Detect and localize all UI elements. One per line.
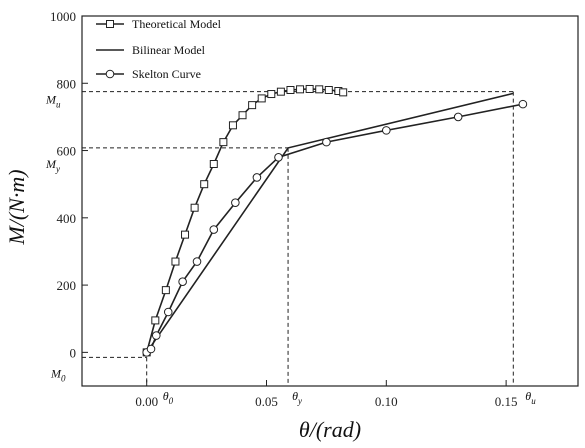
y-tick-label: 0 xyxy=(70,345,77,360)
data-point xyxy=(163,307,173,317)
data-point xyxy=(322,137,331,147)
theta-label-subscript: u xyxy=(531,396,536,406)
y-tick-label: 600 xyxy=(57,144,77,159)
theta-label-letter: θ xyxy=(292,389,298,403)
legend-label: Skelton Curve xyxy=(132,67,201,81)
reference-label: Mu xyxy=(45,93,61,110)
theta-label-subscript: 0 xyxy=(169,396,174,406)
data-point xyxy=(276,87,285,96)
x-tick-label: 0.05 xyxy=(255,394,278,409)
data-point xyxy=(286,86,295,94)
data-point xyxy=(339,88,348,97)
reference-label-subscript: 0 xyxy=(61,373,66,383)
data-point xyxy=(181,230,190,239)
data-point xyxy=(178,277,187,287)
data-point xyxy=(315,85,324,94)
data-point xyxy=(190,203,199,212)
series-line xyxy=(146,103,524,354)
data-point xyxy=(248,101,257,110)
data-point xyxy=(228,121,237,130)
series-bilinear-model xyxy=(146,92,514,353)
data-point xyxy=(518,99,528,109)
reference-label-letter: M xyxy=(50,366,62,380)
data-point xyxy=(192,257,202,266)
legend-item: Bilinear Model xyxy=(96,43,206,57)
reference-label-subscript: y xyxy=(55,164,60,174)
data-point xyxy=(238,111,247,120)
y-tick-label: 1000 xyxy=(50,9,76,24)
reference-lines xyxy=(82,91,514,386)
data-point xyxy=(231,198,240,207)
y-tick-label: 400 xyxy=(57,211,77,226)
y-tick-label: 200 xyxy=(57,278,77,293)
data-point xyxy=(274,152,283,162)
series-layer xyxy=(142,84,528,357)
x-axis-title: θ/(rad) xyxy=(299,417,361,442)
plot-frame xyxy=(81,15,579,387)
data-point xyxy=(267,90,276,99)
data-point xyxy=(209,225,219,234)
legend-item: Skelton Curve xyxy=(96,67,201,81)
data-point xyxy=(106,20,114,28)
data-point xyxy=(151,316,160,325)
data-point xyxy=(219,138,228,147)
data-point xyxy=(209,160,218,168)
data-point xyxy=(200,180,209,189)
theta-label-letter: θ xyxy=(163,389,169,403)
x-tick-label: 0.10 xyxy=(375,394,398,409)
theta-label-subscript: y xyxy=(297,396,302,406)
reference-label-letter: M xyxy=(45,157,57,171)
data-point xyxy=(382,126,391,135)
series-line xyxy=(146,92,514,353)
reference-label-letter: M xyxy=(45,93,57,107)
data-point xyxy=(151,331,161,340)
reference-label: M0 xyxy=(50,366,66,383)
theta-label: θ0 xyxy=(163,389,174,406)
legend-item: Theoretical Model xyxy=(96,17,222,31)
legend: Theoretical Model Bilinear Model Skelton C… xyxy=(96,17,222,81)
data-point xyxy=(305,84,314,93)
y-tick-label: 800 xyxy=(57,76,77,91)
x-tick-label: 0.00 xyxy=(135,394,158,409)
data-point xyxy=(252,173,262,182)
series-theoretical-model xyxy=(142,84,348,357)
x-tick-label: 0.15 xyxy=(495,394,518,409)
theta-label: θy xyxy=(292,389,302,406)
data-point xyxy=(161,286,170,295)
reference-label-subscript: u xyxy=(56,100,61,110)
theta-label: θu xyxy=(525,389,536,406)
data-point xyxy=(324,86,333,94)
reference-label: My xyxy=(45,157,60,174)
series-skelton-curve xyxy=(142,99,528,357)
data-point xyxy=(257,94,266,103)
y-axis-title: M/(N·m) xyxy=(4,169,29,245)
legend-label: Bilinear Model xyxy=(132,43,206,57)
legend-label: Theoretical Model xyxy=(132,17,222,31)
data-point xyxy=(171,257,180,266)
series-line xyxy=(145,88,344,353)
data-point xyxy=(453,112,463,122)
theta-label-letter: θ xyxy=(525,389,531,403)
data-point xyxy=(105,69,115,79)
data-point xyxy=(296,85,305,94)
data-point xyxy=(146,344,156,354)
